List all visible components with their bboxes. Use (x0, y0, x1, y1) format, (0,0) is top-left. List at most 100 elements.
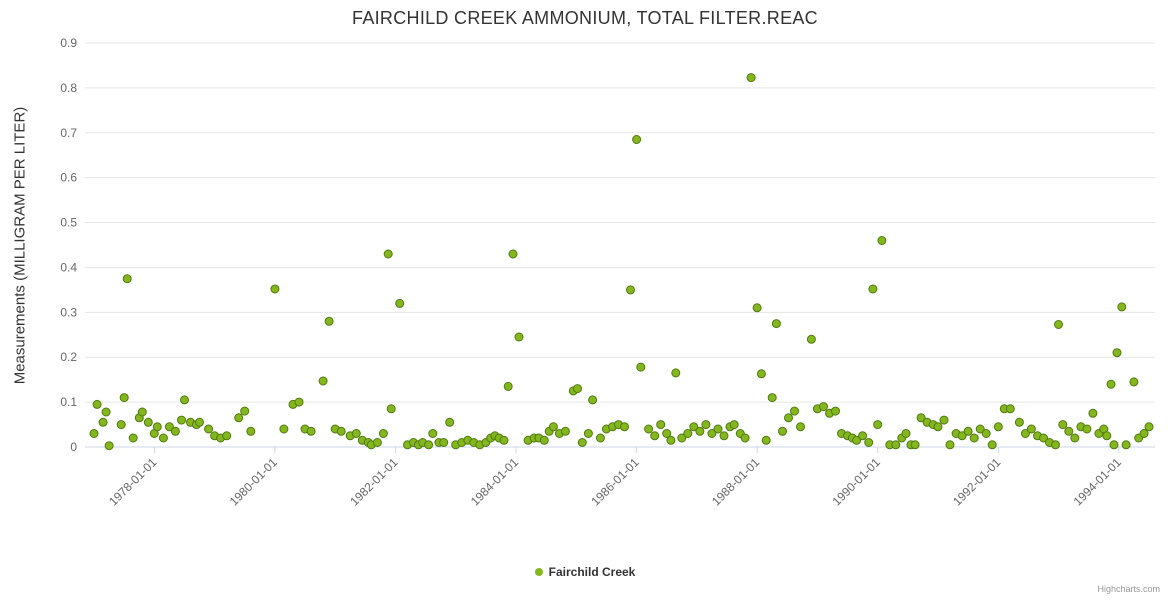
data-point[interactable] (395, 298, 405, 308)
data-point[interactable] (318, 376, 328, 386)
data-point[interactable] (671, 368, 681, 378)
data-point[interactable] (324, 316, 334, 326)
data-point[interactable] (683, 429, 693, 438)
data-point[interactable] (222, 431, 232, 441)
data-point[interactable] (116, 420, 126, 430)
data-point[interactable] (981, 429, 991, 438)
data-point[interactable] (1020, 429, 1030, 438)
data-point[interactable] (1054, 320, 1063, 329)
data-point[interactable] (119, 393, 129, 403)
data-point[interactable] (945, 440, 955, 450)
data-point[interactable] (806, 334, 816, 344)
data-point[interactable] (626, 285, 635, 295)
data-point[interactable] (695, 426, 705, 436)
data-point[interactable] (101, 407, 111, 417)
data-point[interactable] (499, 435, 509, 445)
data-point[interactable] (424, 440, 434, 450)
data-point[interactable] (158, 433, 168, 443)
data-point[interactable] (195, 417, 204, 427)
data-point[interactable] (963, 426, 973, 436)
data-point[interactable] (445, 417, 455, 427)
data-point[interactable] (650, 431, 660, 441)
data-point[interactable] (1005, 404, 1015, 414)
data-point[interactable] (729, 420, 739, 430)
data-point[interactable] (796, 422, 805, 432)
data-point[interactable] (1144, 422, 1154, 432)
data-point[interactable] (891, 440, 901, 450)
data-point[interactable] (901, 429, 911, 438)
data-point[interactable] (583, 429, 593, 438)
data-point[interactable] (987, 440, 997, 450)
data-point[interactable] (761, 435, 771, 445)
data-point[interactable] (1121, 440, 1131, 450)
data-point[interactable] (1070, 433, 1080, 443)
data-point[interactable] (1051, 440, 1060, 450)
data-point[interactable] (784, 413, 793, 423)
data-point[interactable] (819, 402, 828, 412)
data-point[interactable] (756, 369, 766, 379)
data-point[interactable] (306, 426, 316, 436)
data-point[interactable] (351, 429, 361, 438)
data-point[interactable] (858, 431, 868, 441)
data-point[interactable] (910, 440, 920, 450)
data-point[interactable] (122, 274, 132, 284)
data-point[interactable] (677, 433, 687, 443)
highcharts-credit-link[interactable]: Highcharts.com (1097, 584, 1160, 594)
data-point[interactable] (644, 424, 654, 434)
data-point[interactable] (790, 406, 799, 416)
data-point[interactable] (89, 429, 99, 438)
data-point[interactable] (170, 426, 180, 436)
data-point[interactable] (234, 413, 244, 423)
data-point[interactable] (1109, 440, 1119, 450)
data-point[interactable] (240, 406, 250, 416)
data-point[interactable] (969, 433, 979, 443)
data-point[interactable] (713, 424, 723, 434)
data-point[interactable] (137, 407, 147, 417)
data-point[interactable] (270, 284, 280, 294)
data-point[interactable] (752, 303, 762, 313)
data-point[interactable] (636, 362, 646, 372)
data-point[interactable] (877, 236, 887, 245)
data-point[interactable] (378, 429, 388, 438)
data-point[interactable] (1082, 424, 1092, 434)
legend-item-fairchild-creek[interactable]: Fairchild Creek (534, 565, 635, 579)
data-point[interactable] (852, 435, 862, 445)
data-point[interactable] (933, 422, 943, 432)
data-point[interactable] (1014, 417, 1024, 427)
data-point[interactable] (771, 319, 781, 329)
data-point[interactable] (993, 422, 1003, 432)
data-point[interactable] (868, 284, 878, 294)
data-point[interactable] (873, 420, 883, 430)
data-point[interactable] (204, 424, 214, 434)
data-point[interactable] (152, 422, 162, 432)
data-point[interactable] (588, 395, 598, 405)
data-point[interactable] (98, 417, 108, 427)
data-point[interactable] (767, 393, 777, 403)
data-point[interactable] (372, 438, 382, 447)
data-point[interactable] (439, 438, 449, 447)
data-point[interactable] (656, 420, 666, 430)
data-point[interactable] (1129, 377, 1139, 387)
data-point[interactable] (128, 433, 138, 443)
data-point[interactable] (778, 426, 787, 436)
data-point[interactable] (916, 413, 926, 423)
data-point[interactable] (689, 422, 699, 432)
data-point[interactable] (539, 435, 549, 445)
data-point[interactable] (620, 422, 629, 432)
data-point[interactable] (279, 424, 289, 434)
data-point[interactable] (180, 395, 189, 405)
data-point[interactable] (92, 399, 102, 409)
data-point[interactable] (1117, 302, 1127, 312)
data-point[interactable] (831, 406, 840, 416)
data-point[interactable] (746, 73, 756, 83)
data-point[interactable] (707, 429, 717, 438)
data-point[interactable] (177, 415, 186, 425)
data-point[interactable] (383, 249, 393, 259)
data-point[interactable] (1102, 431, 1112, 441)
data-point[interactable] (508, 249, 518, 259)
data-point[interactable] (666, 435, 676, 445)
data-point[interactable] (560, 426, 570, 436)
data-point[interactable] (386, 404, 396, 414)
data-point[interactable] (957, 431, 967, 441)
data-point[interactable] (294, 397, 304, 407)
